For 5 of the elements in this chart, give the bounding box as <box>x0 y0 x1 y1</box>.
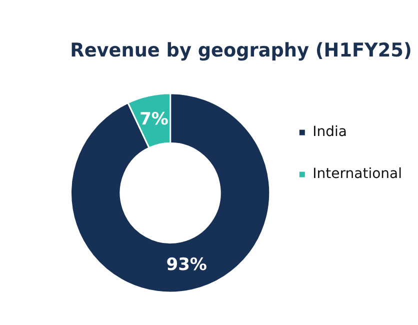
legend-label: International <box>312 166 402 182</box>
data-label: 93% <box>166 255 207 276</box>
chart-title: Revenue by geography (H1FY25) <box>70 40 412 62</box>
legend-label: India <box>312 124 348 140</box>
data-label: 7% <box>140 109 168 130</box>
